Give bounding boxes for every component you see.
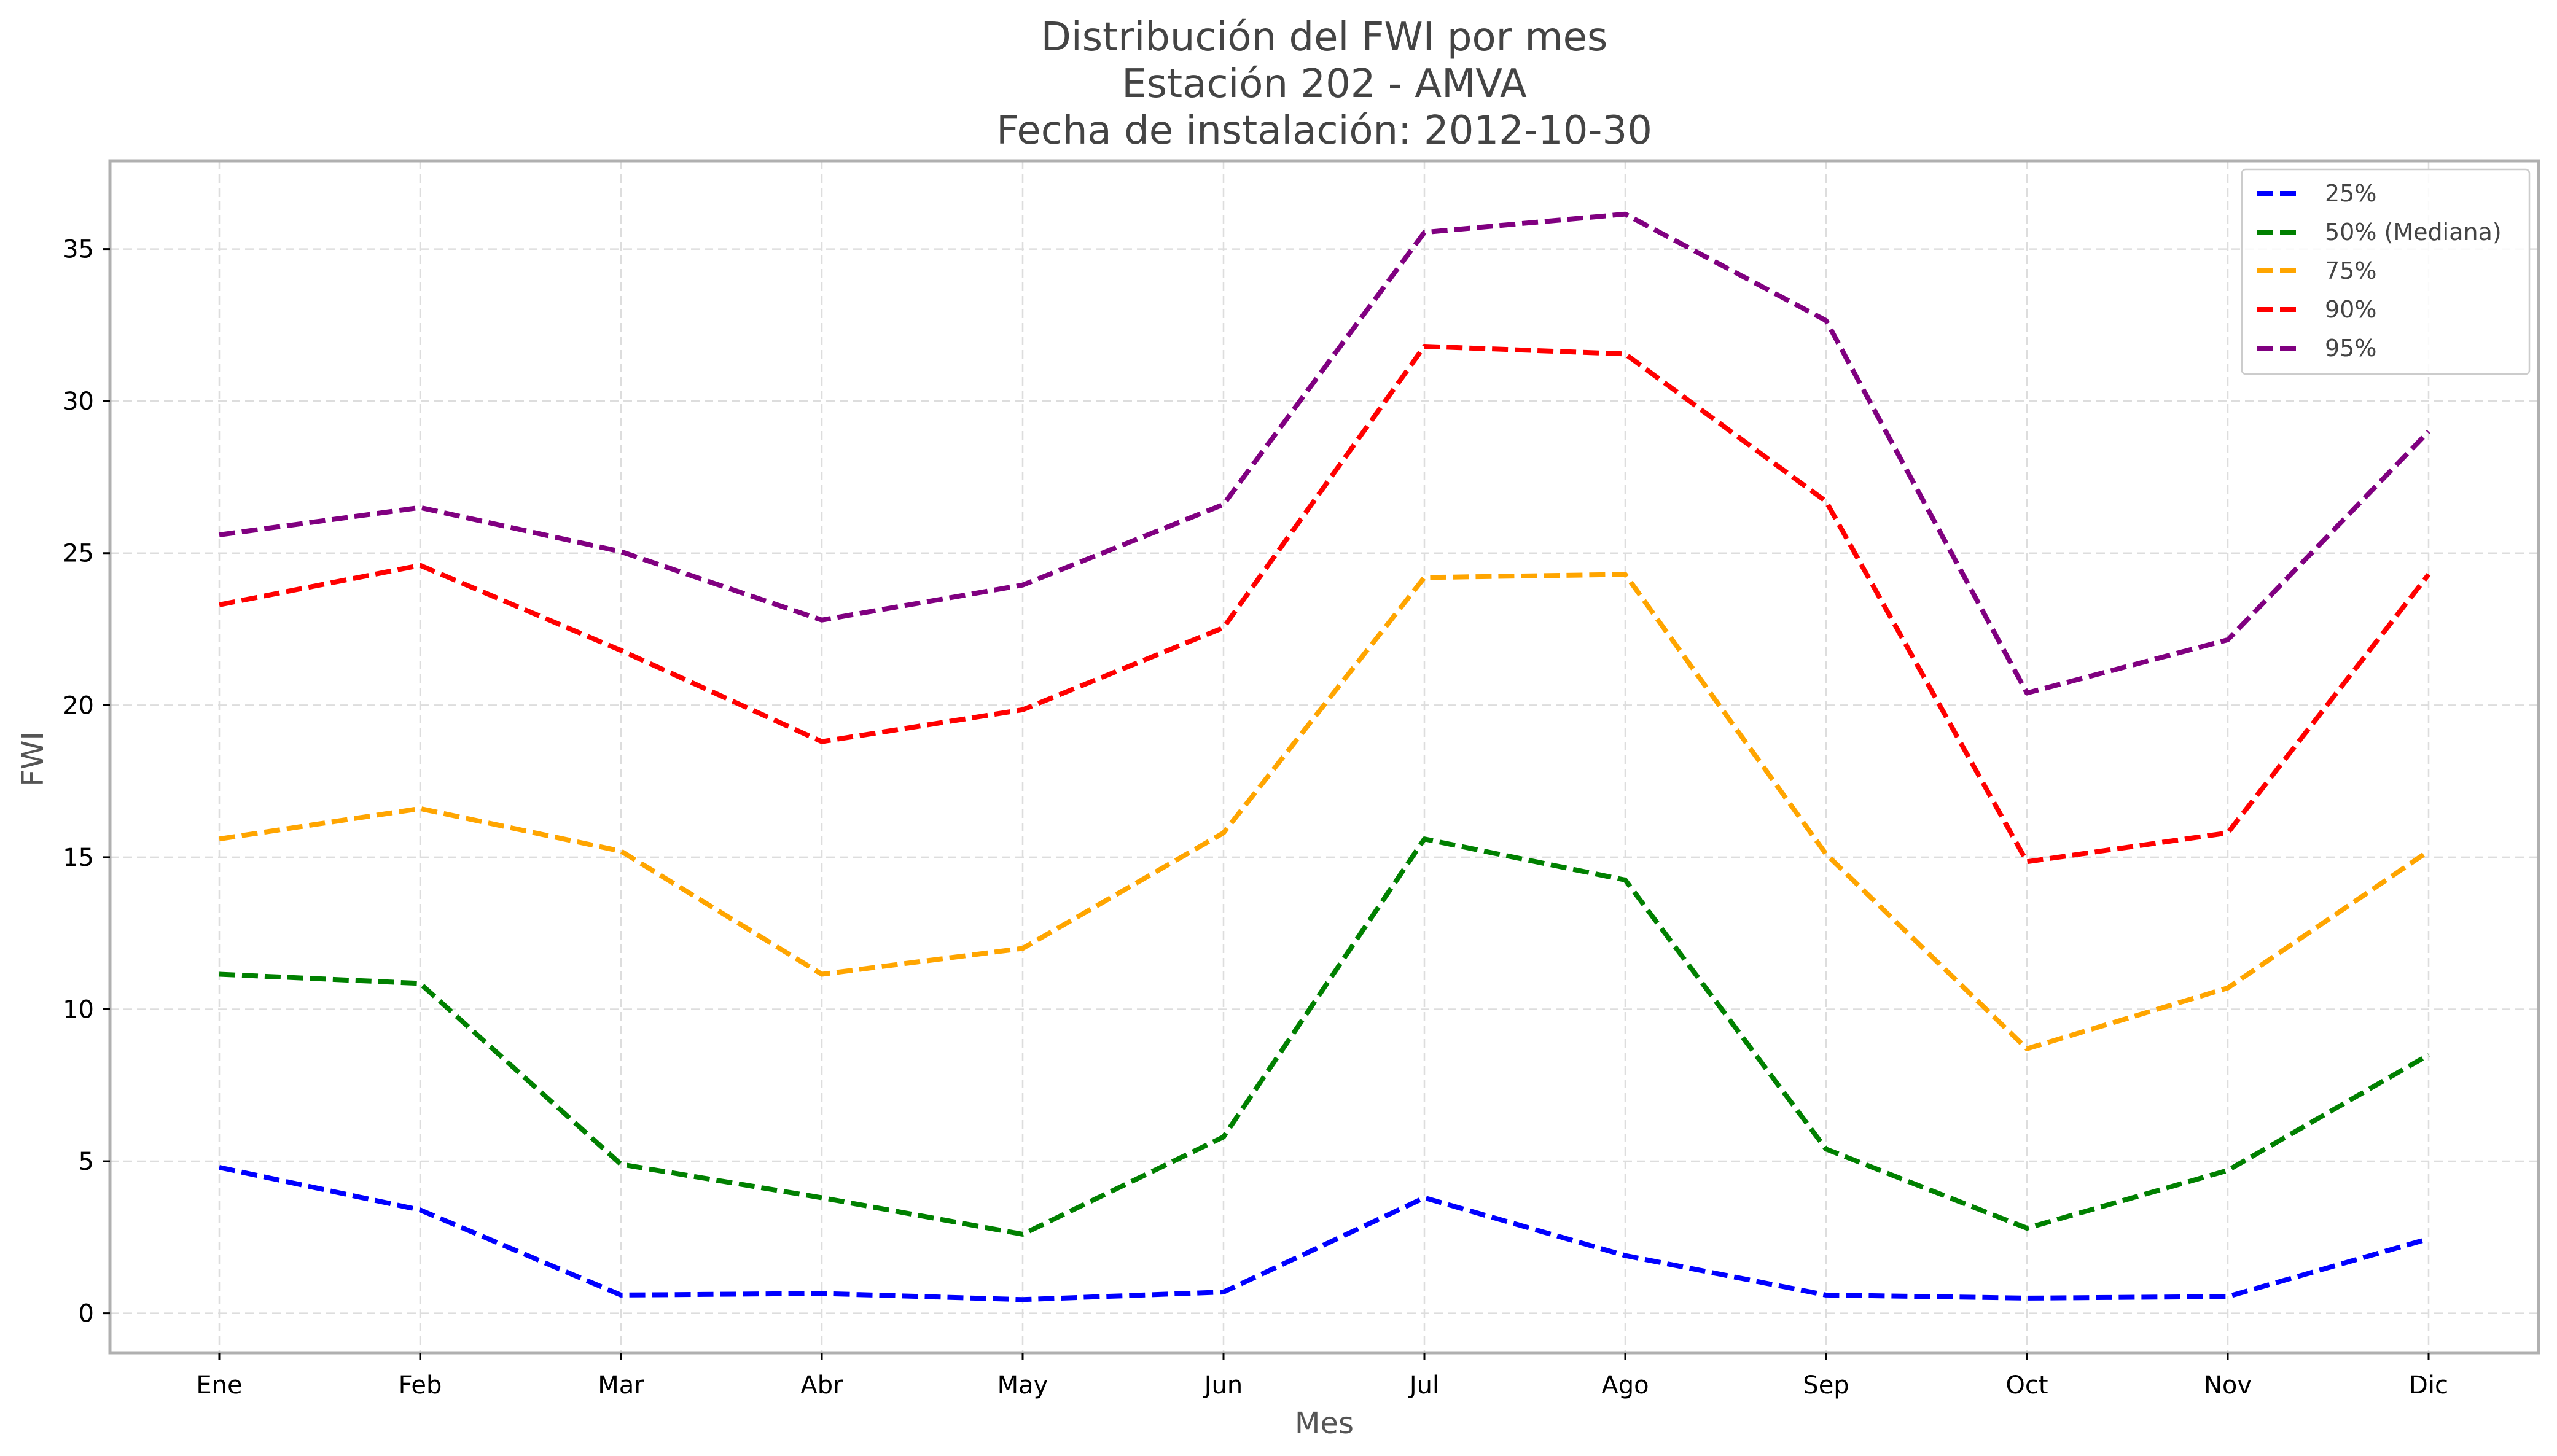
series-line-3: [219, 572, 2430, 1051]
x-axis-ticks: Ene Feb Mar Abr May Jun Jul Ago Sep Oct Nov Dic: [196, 1353, 2448, 1400]
legend-entry: 50% (Mediana): [2325, 219, 2502, 246]
chart-title-line-3: Fecha de instalación: 2012-10-30: [996, 108, 1652, 154]
x-tick-label: Abr: [800, 1371, 843, 1400]
x-tick-label: Ene: [196, 1371, 242, 1400]
chart-title: Distribución del FWI por mes Estación 20…: [996, 15, 1652, 154]
y-tick-label: 30: [63, 387, 94, 416]
x-tick-label: Jun: [1203, 1371, 1243, 1400]
x-tick-label: Ago: [1601, 1371, 1649, 1400]
grid-lines: [110, 161, 2539, 1353]
chart-title-line-1: Distribución del FWI por mes: [1041, 15, 1608, 60]
plot-frame: [108, 159, 2540, 1355]
legend-entry: 75%: [2325, 257, 2376, 284]
y-axis-ticks: 0 5 10 15 20 25 30 35: [63, 236, 110, 1328]
series-line-2: [219, 836, 2430, 1237]
y-tick-label: 15: [63, 844, 94, 872]
x-tick-label: Feb: [399, 1371, 442, 1400]
legend-entry: 95%: [2325, 335, 2376, 362]
series-line-5: [219, 211, 2430, 696]
y-tick-label: 35: [63, 236, 94, 264]
chart-title-line-2: Estación 202 - AMVA: [1122, 61, 1527, 107]
y-tick-label: 10: [63, 995, 94, 1024]
x-tick-label: Oct: [2005, 1371, 2048, 1400]
series-line-1: [219, 1165, 2430, 1302]
x-tick-label: Nov: [2204, 1371, 2252, 1400]
y-tick-label: 20: [63, 691, 94, 720]
y-axis-label: FWI: [16, 731, 50, 786]
legend-entry: 25%: [2325, 180, 2376, 207]
x-tick-label: Dic: [2409, 1371, 2448, 1400]
x-tick-label: Jul: [1408, 1371, 1439, 1400]
legend-box: [2241, 168, 2531, 375]
series-lines: [219, 211, 2431, 1302]
x-tick-label: May: [997, 1371, 1048, 1400]
legend: 25% 50% (Mediana) 75% 90% 95%: [2241, 168, 2531, 375]
x-tick-label: Mar: [598, 1371, 644, 1400]
series-line-4: [219, 344, 2431, 865]
x-axis-label: Mes: [1295, 1406, 1354, 1441]
y-tick-label: 0: [79, 1300, 94, 1328]
y-tick-label: 25: [63, 540, 94, 568]
legend-entry: 90%: [2325, 296, 2376, 323]
y-tick-label: 5: [79, 1148, 94, 1176]
x-tick-label: Sep: [1803, 1371, 1849, 1400]
